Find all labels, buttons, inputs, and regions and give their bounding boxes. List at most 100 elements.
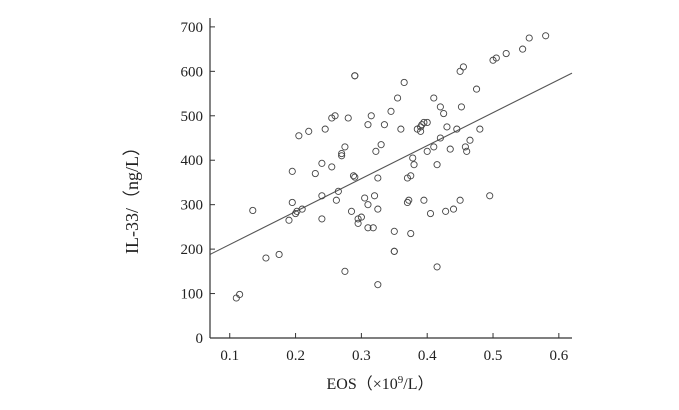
data-point xyxy=(372,147,380,155)
x-axis-label-main: EOS（×10 xyxy=(327,375,398,393)
trend-layer xyxy=(209,72,573,255)
data-point xyxy=(338,150,346,158)
data-point xyxy=(380,121,388,129)
axes: 0 100 200 300 400 500 600 700 0.1 0.2 0.3 0.4 0.5 0.6 xyxy=(181,18,572,364)
y-tick-label: 700 xyxy=(181,20,204,36)
data-point xyxy=(374,174,382,182)
data-point xyxy=(442,207,450,215)
data-point xyxy=(426,210,435,218)
data-point xyxy=(334,187,342,195)
data-point xyxy=(542,32,550,40)
x-tick-label: 0.6 xyxy=(549,348,568,364)
x-axis-label: EOS（×109/L） xyxy=(327,374,434,393)
data-point xyxy=(407,230,415,238)
data-point xyxy=(351,173,359,181)
data-point xyxy=(486,192,494,200)
data-point xyxy=(364,121,372,129)
data-point xyxy=(305,127,313,135)
data-point xyxy=(318,215,326,223)
data-point xyxy=(420,118,428,126)
data-point xyxy=(357,213,365,221)
data-point xyxy=(390,247,398,255)
data-point xyxy=(443,123,451,131)
data-point xyxy=(409,154,417,162)
data-point xyxy=(349,172,358,180)
y-axis-label: IL-33/（ng/L） xyxy=(122,138,142,254)
data-point xyxy=(459,63,467,71)
data-point xyxy=(436,103,444,111)
data-point xyxy=(367,112,375,120)
y-tick-label: 0 xyxy=(196,331,204,347)
data-point xyxy=(430,94,438,102)
data-point xyxy=(405,196,413,204)
x-axis-label-sup: 9 xyxy=(398,374,404,386)
data-point xyxy=(311,170,319,178)
data-point xyxy=(433,263,441,271)
data-point xyxy=(351,72,359,80)
data-point xyxy=(295,132,303,140)
data-point xyxy=(502,50,510,58)
trend-line xyxy=(209,72,573,255)
data-point xyxy=(344,114,352,122)
data-point xyxy=(275,250,283,258)
data-point xyxy=(387,107,395,115)
data-point xyxy=(433,161,441,169)
data-point xyxy=(453,125,461,133)
data-point xyxy=(423,147,431,155)
data-point xyxy=(288,198,296,206)
data-point xyxy=(417,127,425,135)
data-point xyxy=(457,103,465,111)
data-point xyxy=(232,294,240,302)
data-point xyxy=(341,267,349,275)
data-point xyxy=(262,254,270,262)
data-point xyxy=(407,172,415,180)
data-point xyxy=(331,112,339,120)
data-point xyxy=(288,167,296,175)
data-point xyxy=(374,205,382,213)
data-point xyxy=(361,194,369,202)
y-tick-label: 100 xyxy=(181,287,204,303)
data-point xyxy=(519,45,527,53)
data-point xyxy=(338,152,346,160)
data-point xyxy=(449,205,458,213)
x-tick-label: 0.4 xyxy=(418,348,437,364)
data-point xyxy=(456,196,464,204)
points-layer xyxy=(232,32,550,302)
data-point xyxy=(364,201,372,209)
data-point xyxy=(328,163,336,171)
data-point xyxy=(298,205,306,213)
data-point xyxy=(436,134,444,142)
x-tick-label: 0.1 xyxy=(220,348,239,364)
y-tick-label: 600 xyxy=(181,64,204,80)
data-point xyxy=(430,143,438,151)
data-point xyxy=(466,136,474,144)
data-point xyxy=(463,147,471,155)
data-point xyxy=(377,141,385,149)
data-point xyxy=(318,192,326,200)
x-tick-label: 0.5 xyxy=(484,348,503,364)
data-point xyxy=(364,224,372,232)
data-point xyxy=(461,143,469,151)
x-tick-label: 0.3 xyxy=(352,348,371,364)
y-tick-label: 400 xyxy=(181,153,204,169)
data-point xyxy=(423,118,431,126)
data-point xyxy=(420,196,428,204)
data-point xyxy=(236,290,244,298)
data-point xyxy=(354,219,362,227)
data-point xyxy=(394,94,402,102)
data-point xyxy=(456,67,464,75)
data-point xyxy=(347,207,356,215)
y-tick-label: 500 xyxy=(181,109,204,125)
data-point xyxy=(476,125,484,133)
data-point xyxy=(410,161,418,169)
data-point xyxy=(249,206,257,214)
x-axis-label-tail: /L） xyxy=(403,375,433,393)
data-point xyxy=(369,224,377,232)
data-point xyxy=(446,145,454,153)
data-point xyxy=(318,159,326,167)
data-point xyxy=(440,110,448,118)
y-tick-label: 200 xyxy=(181,242,204,258)
x-tick-label: 0.2 xyxy=(286,348,305,364)
data-point xyxy=(370,192,379,200)
